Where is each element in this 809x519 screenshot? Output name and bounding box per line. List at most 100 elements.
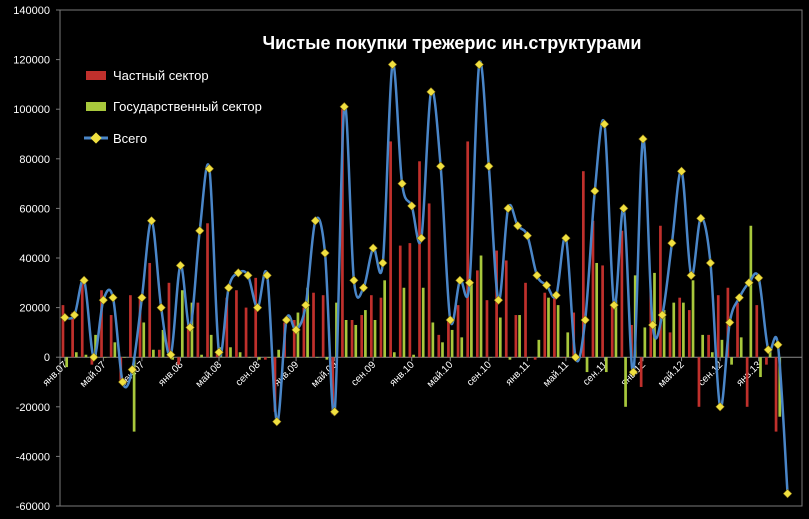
bar-government	[344, 320, 348, 358]
total-marker	[387, 59, 398, 70]
total-marker	[262, 270, 272, 280]
bar-government	[547, 297, 550, 358]
bar-government	[778, 357, 782, 417]
total-marker	[696, 213, 706, 223]
bar-government	[441, 342, 444, 358]
total-marker	[542, 280, 552, 290]
total-marker	[580, 315, 590, 325]
bar-private	[129, 295, 132, 358]
total-marker	[397, 179, 407, 189]
bar-private	[360, 315, 364, 358]
total-marker	[156, 303, 166, 313]
total-marker	[127, 365, 137, 375]
total-marker	[98, 295, 108, 305]
bar-government	[74, 352, 78, 358]
bar-government	[65, 357, 69, 368]
bar-private	[369, 295, 373, 358]
total-marker	[657, 310, 667, 320]
bar-private	[524, 282, 527, 358]
bar-private	[379, 297, 383, 358]
total-marker	[426, 87, 436, 97]
bar-government	[364, 310, 367, 358]
bar-private	[485, 300, 489, 358]
bar-private	[321, 295, 325, 358]
bar-government	[739, 337, 743, 358]
bar-private	[456, 305, 460, 358]
total-marker	[330, 407, 340, 417]
bar-government	[682, 302, 685, 358]
bar-government	[248, 357, 252, 358]
bar-private	[254, 277, 258, 358]
bar-private	[109, 315, 113, 358]
total-marker	[368, 243, 378, 253]
bar-government	[209, 334, 213, 358]
bar-private	[177, 357, 180, 365]
bar-private	[745, 357, 749, 407]
total-marker	[320, 248, 330, 258]
total-marker	[455, 275, 465, 285]
total-marker	[715, 402, 725, 412]
legend-label-total: Всего	[113, 131, 147, 146]
legend-swatch-private	[86, 71, 106, 80]
bar-private	[504, 260, 508, 358]
total-marker	[599, 119, 610, 129]
bar-government	[614, 300, 618, 358]
bar-private	[427, 203, 431, 358]
total-marker	[619, 203, 629, 213]
total-marker	[734, 293, 744, 303]
total-marker	[493, 295, 504, 305]
bar-private	[90, 357, 94, 365]
total-marker	[79, 275, 89, 285]
bar-private	[292, 320, 296, 358]
legend: Частный сектор Государственный сектор Вс…	[84, 68, 262, 146]
total-marker	[233, 268, 243, 278]
bar-government	[585, 357, 589, 373]
bar-private	[350, 320, 354, 358]
bar-private	[495, 250, 498, 358]
total-marker	[522, 231, 532, 241]
bar-private	[138, 297, 142, 358]
y-tick-label: 60000	[19, 203, 50, 215]
bar-government	[113, 342, 117, 358]
bar-private	[71, 312, 74, 358]
total-marker	[214, 347, 224, 357]
total-marker	[175, 260, 186, 271]
bar-government	[421, 287, 425, 358]
bar-government	[759, 357, 762, 378]
bar-government	[383, 280, 387, 358]
bar-private	[707, 334, 710, 358]
total-marker	[301, 300, 311, 310]
total-marker	[638, 134, 648, 144]
bar-private	[533, 357, 537, 360]
bar-government	[537, 339, 541, 358]
total-marker	[763, 345, 773, 355]
bar-private	[466, 141, 470, 358]
bar-government	[518, 315, 521, 358]
bar-private	[765, 357, 768, 365]
total-marker	[69, 310, 80, 320]
legend-label-government: Государственный сектор	[113, 99, 262, 114]
bar-government	[161, 329, 165, 358]
total-marker	[436, 161, 446, 171]
total-marker	[503, 203, 513, 213]
bar-government	[123, 357, 126, 358]
line-series	[60, 59, 793, 499]
total-marker	[339, 102, 349, 112]
bar-private	[273, 357, 277, 412]
total-marker	[590, 186, 600, 196]
bar-private	[312, 292, 315, 358]
total-marker	[686, 270, 696, 280]
bar-private	[774, 357, 778, 432]
bar-private	[206, 223, 209, 358]
bar-government	[84, 354, 88, 358]
y-tick-label: 120000	[13, 55, 50, 67]
y-tick-label: 20000	[19, 303, 50, 315]
bar-government	[604, 357, 608, 373]
total-marker	[407, 201, 417, 211]
bar-government	[94, 334, 97, 358]
total-marker	[243, 270, 253, 280]
bar-government	[730, 357, 733, 365]
bar-government	[373, 320, 377, 358]
bar-government	[412, 354, 415, 358]
